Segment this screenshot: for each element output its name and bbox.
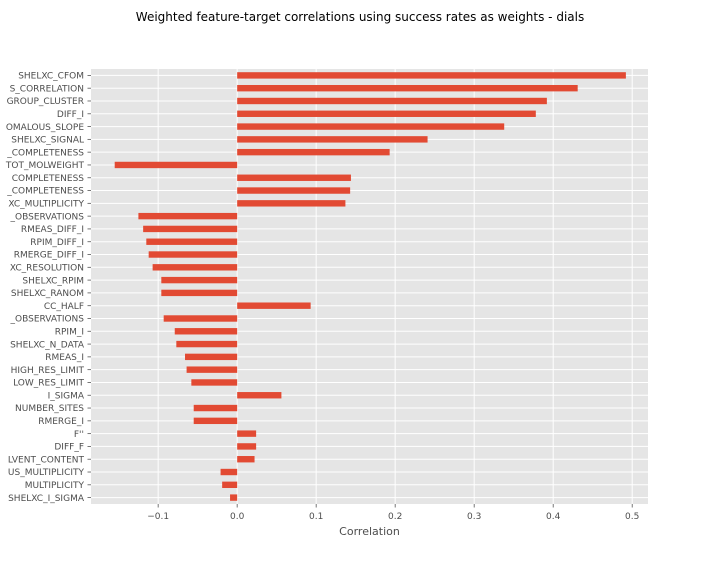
y-tick-label: SHELXC_CFOM [18,72,84,82]
bar [174,328,238,335]
bar [237,174,351,181]
bar [237,200,346,207]
x-tick-label: 0.2 [388,512,402,522]
bar [237,72,626,79]
bar [237,430,257,437]
y-tick-label: HIGH_RES_LIMIT [11,366,85,376]
y-tick-label: RMEAS_I [45,353,84,363]
bar [146,238,238,245]
y-tick-label: XC_RESOLUTION [10,264,84,274]
plot-area [91,69,648,504]
y-tick-label: RPIM_DIFF_I [30,238,84,248]
y-tick-label: SHELXC_SIGNAL [11,136,84,146]
x-axis-label: Correlation [339,525,400,538]
bar [185,353,238,361]
y-tick-label: NUMBER_SITES [15,404,84,414]
bar [237,148,390,156]
bar [222,481,238,489]
bar [161,276,238,284]
bar [163,315,238,322]
y-tick-label: GROUP_CLUSTER [7,97,84,107]
y-tick-label: DIFF_I [57,110,84,120]
y-tick-label: RMERGE_DIFF_I [14,251,84,261]
bar [193,417,238,425]
bar [152,264,238,271]
y-tick-label: RPIM_I [55,327,84,337]
bars [114,72,626,501]
bar [237,110,536,117]
bar [114,161,238,169]
x-tick-labels: −0.1 0.0 0.1 0.2 0.3 0.4 0.5 [147,504,639,522]
y-tick-label: DIFF_F [54,443,84,453]
y-tick-label: SHELXC_N_DATA [10,340,85,350]
bar [237,123,505,130]
y-tick-label: CC_HALF [44,302,84,312]
y-tick-label: F'' [74,430,84,440]
bar [237,302,311,309]
y-tick-label: LVENT_CONTENT [8,455,85,465]
y-tick-label: RMEAS_DIFF_I [21,225,84,235]
bar [237,456,255,463]
y-tick-label: SHELXC_RANOM [11,289,84,299]
bar [138,212,238,220]
bar [237,392,282,399]
bar [148,251,238,258]
y-tick-label: SHELXC_RPIM [22,276,84,286]
bar [237,136,428,143]
bar [191,379,238,386]
chart-title: Weighted feature-target correlations usi… [135,10,585,24]
y-tick-label: XC_MULTIPLICITY [8,200,84,210]
y-tick-label: MULTIPLICITY [25,481,85,491]
y-tick-label: SHELXC_I_SIGMA [8,494,85,504]
bar [193,404,238,412]
y-tick-label: TOT_MOLWEIGHT [5,161,85,171]
bar [237,97,547,105]
x-tick-label: 0.3 [467,512,481,522]
x-tick-label: 0.1 [309,512,323,522]
y-tick-label: I_SIGMA [48,391,85,401]
bar [161,289,238,297]
bar [143,225,238,233]
bar [176,340,238,348]
bar [220,468,238,476]
y-tick-label: _OBSERVATIONS [10,212,85,222]
y-tick-label: S_CORRELATION [10,84,84,94]
x-tick-label: 0.0 [230,512,245,522]
x-tick-label: −0.1 [147,512,169,522]
y-tick-labels: SHELXC_CFOM S_CORRELATION GROUP_CLUSTER DIF… [5,72,91,504]
y-tick-label: LOW_RES_LIMIT [13,379,84,389]
y-tick-label: _COMPLETENESS [6,187,84,197]
bar [186,366,238,373]
bar [237,84,578,92]
y-tick-label: US_MULTIPLICITY [8,468,85,478]
y-tick-label: RMERGE_I [38,417,84,427]
y-tick-label: _COMPLETENESS [6,148,84,158]
y-tick-label: _OBSERVATIONS [10,315,85,325]
bar [237,443,257,450]
x-tick-label: 0.5 [625,512,639,522]
x-tick-label: 0.4 [546,512,561,522]
y-tick-label: COMPLETENESS [12,174,85,184]
y-tick-label: OMALOUS_SLOPE [6,123,85,133]
bar [230,494,238,501]
bar [237,187,351,194]
